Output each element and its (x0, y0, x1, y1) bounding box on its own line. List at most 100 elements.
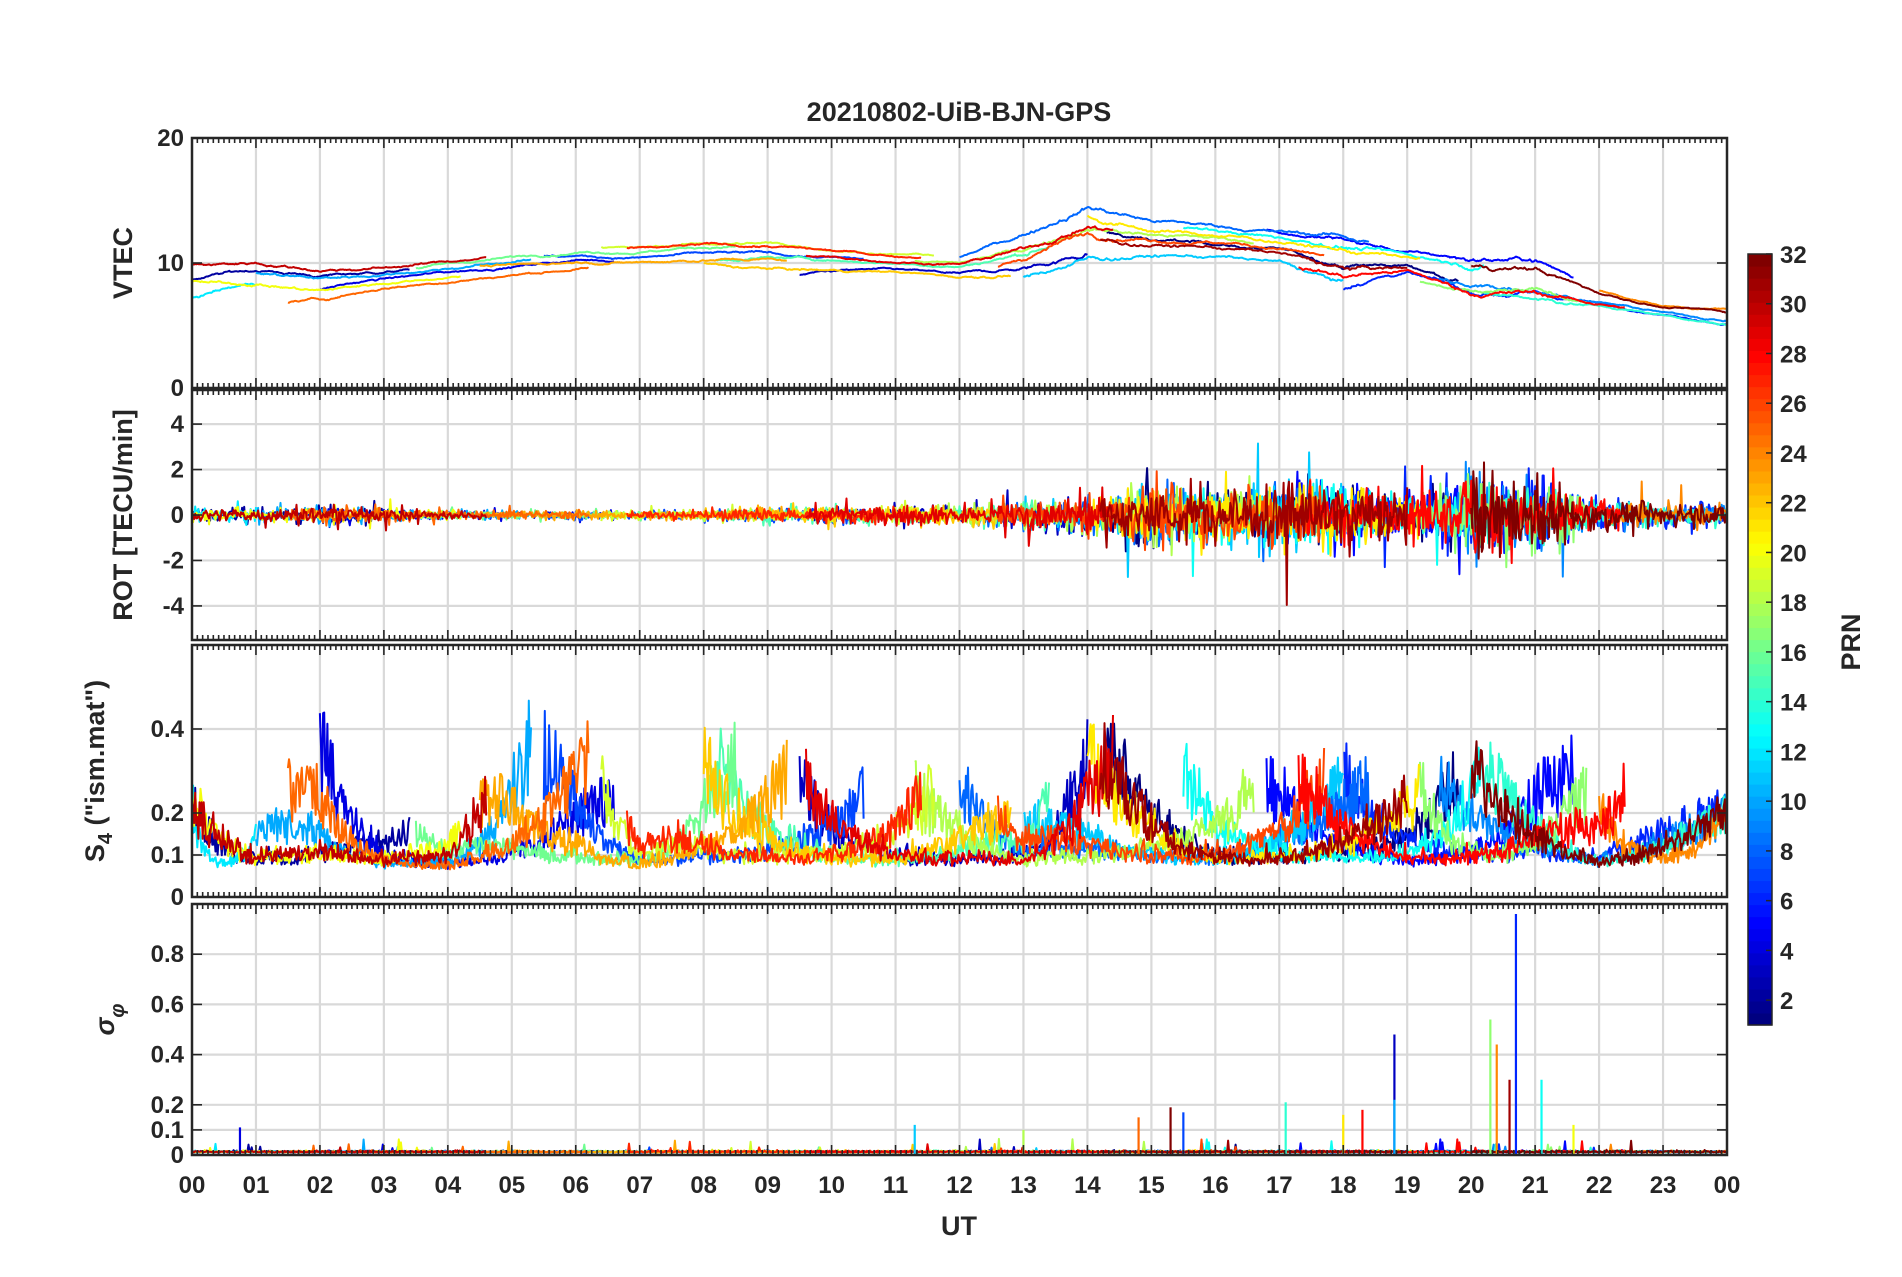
prn-32-line (1471, 264, 1727, 314)
colorbar-step (1748, 892, 1772, 906)
colorbar-step (1748, 759, 1772, 773)
colorbar-step (1748, 687, 1772, 701)
colorbar-step (1748, 796, 1772, 809)
prn-25-line (287, 266, 589, 304)
prn-2-line (192, 268, 410, 281)
colorbar-step (1748, 723, 1772, 737)
y-tick-label: 0.4 (151, 716, 185, 743)
colorbar-step (1748, 639, 1772, 653)
y-tick-label: 0.1 (151, 842, 184, 869)
colorbar-step (1748, 386, 1772, 400)
y-axis-label-part: φ (107, 1004, 129, 1018)
prn-24-line (1598, 793, 1727, 865)
y-axis-label: ROT [TECU/min] (108, 409, 138, 620)
prn-31-line (1099, 722, 1409, 867)
colorbar-tick-label: 10 (1780, 789, 1807, 816)
colorbar-tick-label: 12 (1780, 739, 1807, 766)
colorbar-step (1748, 784, 1772, 797)
colorbar-frame (1747, 253, 1773, 1026)
y-tick-label: 0.2 (151, 1092, 184, 1119)
colorbar-step (1748, 302, 1772, 315)
x-ticks (191, 645, 1728, 897)
y-axis-label-part: 4 (95, 832, 117, 844)
panel-sigma_phi: 00.10.2 0.4 0.6 0.8 σφ (90, 902, 1729, 1169)
prn-32-line (1470, 461, 1727, 560)
y-tick-label: -4 (163, 593, 185, 620)
series-group (192, 442, 1727, 606)
y-tick-label: 4 (171, 411, 185, 438)
x-tick-label: 04 (434, 1172, 461, 1199)
colorbar-step (1748, 844, 1772, 857)
prn-22-line (703, 262, 1012, 280)
prn-29-line (805, 486, 1114, 547)
colorbar-tick-label: 20 (1780, 540, 1807, 567)
prn-29-line (805, 714, 1114, 867)
colorbar-tick-label: 18 (1780, 590, 1807, 617)
prn-4-line (319, 258, 615, 291)
colorbar-step (1748, 904, 1772, 918)
prn-5-line (1265, 228, 1574, 279)
colorbar-tick-label: 14 (1780, 690, 1807, 717)
x-ticks (191, 138, 1728, 388)
prn-26-line (997, 231, 1325, 268)
colorbar-step (1748, 494, 1772, 508)
x-tick-label: 17 (1266, 1172, 1293, 1199)
colorbar-step (1748, 543, 1772, 556)
chart-title: 20210802-UiB-BJN-GPS (807, 97, 1112, 127)
x-tick-label: 07 (626, 1172, 653, 1199)
x-tick-label: 02 (307, 1172, 334, 1199)
x-tick-label: 06 (562, 1172, 589, 1199)
prn-15-line (715, 727, 1050, 868)
x-tick-label: 21 (1522, 1172, 1549, 1199)
panel-vtec: 0 10 20 VTEC (108, 125, 1729, 402)
prn-25-line (286, 720, 590, 871)
prn-9-line (1438, 755, 1727, 868)
colorbar-step (1748, 603, 1772, 617)
x-tick-label: 14 (1074, 1172, 1101, 1199)
panel-s4: 0 0.1 0.2 0.4 S4 ("ism.mat") (80, 643, 1729, 911)
prn-23-line (479, 257, 787, 268)
prn-27-line (626, 241, 922, 260)
colorbar-step (1748, 988, 1772, 1002)
grid (192, 904, 1727, 1155)
colorbar-tick-label: 26 (1780, 391, 1807, 418)
colorbar-step (1748, 555, 1772, 568)
y-axis-label-part: ("ism.mat") (80, 680, 110, 833)
y-tick-label: 0 (171, 375, 184, 402)
x-tick-label: 20 (1458, 1172, 1485, 1199)
colorbar-step (1748, 663, 1772, 677)
colorbar-step (1748, 338, 1772, 351)
x-tick-label: 23 (1650, 1172, 1677, 1199)
colorbar-tick-label: 6 (1780, 889, 1793, 916)
prn-10-line (255, 258, 532, 280)
colorbar-tick-label: 30 (1780, 292, 1807, 319)
y-tick-label: 0.8 (151, 941, 184, 968)
y-tick-label: 0 (171, 884, 184, 911)
prn-32-line (1470, 740, 1727, 868)
x-tick-label: 12 (946, 1172, 973, 1199)
colorbar-step (1748, 627, 1772, 641)
y-tick-label: -2 (163, 547, 184, 574)
x-ticks (191, 390, 1728, 640)
x-tick-label: 18 (1330, 1172, 1357, 1199)
x-tick-label: 15 (1138, 1172, 1165, 1199)
x-tick-label: 00 (179, 1172, 206, 1199)
prn-28-line (1297, 753, 1626, 867)
colorbar-step (1748, 567, 1772, 580)
y-tick-label: 0 (171, 1142, 184, 1169)
colorbar-step (1748, 314, 1772, 327)
x-ticks (191, 904, 1728, 1155)
series-group (192, 699, 1727, 871)
series-group (192, 206, 1727, 326)
prn-29-line (806, 225, 1114, 267)
prn-20-line (192, 275, 461, 292)
colorbar-step (1748, 398, 1772, 412)
x-tick-label: 05 (498, 1172, 525, 1199)
colorbar-step (1748, 868, 1772, 882)
colorbar-step (1748, 470, 1772, 484)
colorbar-step (1748, 940, 1772, 954)
prn-22-line (702, 726, 1012, 868)
colorbar-tick-label: 24 (1780, 441, 1807, 468)
